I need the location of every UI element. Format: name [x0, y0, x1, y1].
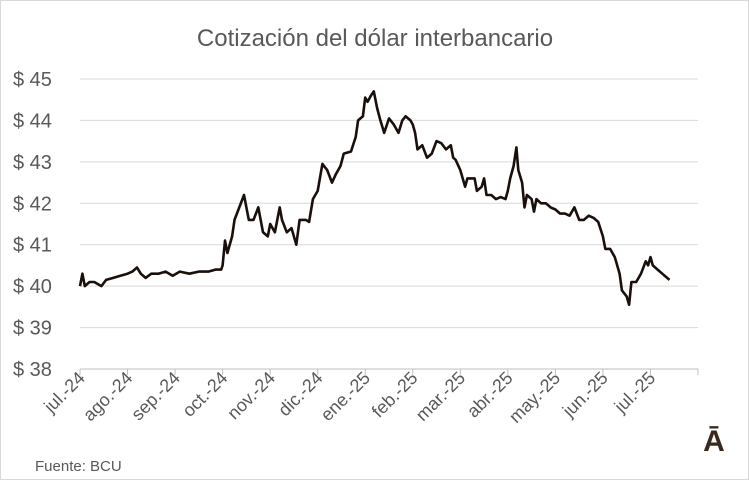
- grid: [80, 78, 698, 329]
- x-tick-label: oct.-24: [178, 368, 231, 421]
- y-tick-label: $ 42: [13, 193, 52, 215]
- y-tick-label: $ 45: [13, 69, 52, 91]
- brand-logo-icon: Ā: [703, 425, 725, 458]
- x-tick-label: ene.-25: [317, 368, 374, 425]
- x-tick-label: mar.-25: [412, 368, 469, 425]
- y-tick-label: $ 44: [13, 110, 52, 132]
- x-tick-label: may.-25: [505, 368, 564, 427]
- x-axis: jul.-24ago.-24sep.-24oct.-24nov.-24dic.-…: [39, 368, 699, 427]
- source-note: Fuente: BCU: [35, 458, 122, 475]
- x-tick-label: jun.-25: [558, 368, 612, 422]
- x-tick-label: jul.-25: [610, 368, 660, 418]
- series-line: [78, 90, 671, 307]
- x-tick-label: ago.-24: [79, 368, 136, 425]
- x-tick-label: nov.-24: [223, 368, 279, 424]
- chart-title: Cotización del dólar interbancario: [197, 25, 553, 52]
- x-tick-label: sep.-24: [127, 368, 184, 425]
- y-tick-label: $ 38: [13, 359, 52, 381]
- y-tick-label: $ 39: [13, 318, 52, 340]
- plot-area: [78, 90, 671, 307]
- y-axis: $ 38 $ 39 $ 40 $ 41 $ 42 $ 43 $ 44 $ 45: [13, 69, 52, 381]
- y-tick-label: $ 41: [13, 235, 52, 257]
- y-tick-label: $ 40: [13, 276, 52, 298]
- y-tick-label: $ 43: [13, 152, 52, 174]
